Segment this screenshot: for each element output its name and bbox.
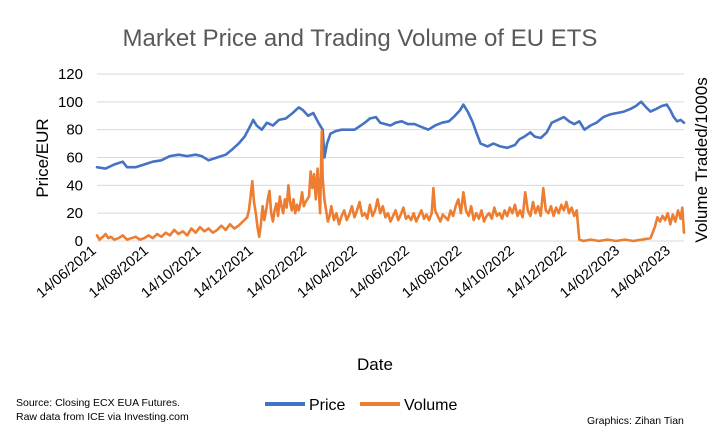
y-tick-label: 20 (66, 205, 83, 222)
source-line-2: Raw data from ICE via Investing.com (16, 411, 189, 423)
series-layer (95, 100, 686, 243)
x-tick-labels: 14/06/202114/08/202114/10/202114/12/2021… (34, 243, 674, 302)
legend-volume-label: Volume (404, 397, 457, 414)
series-line-price (95, 100, 686, 170)
grid-layer (97, 73, 684, 242)
y-axis-label: Price/EUR (33, 118, 52, 197)
y-tick-label: 80 (66, 122, 83, 139)
y-tick-label: 120 (58, 66, 83, 83)
legend-price-label: Price (309, 397, 346, 414)
series-line-volume (95, 129, 686, 243)
graphics-credit: Graphics: Zihan Tian (587, 415, 684, 427)
y2-axis-label: Volume Traded/1000s (692, 77, 711, 242)
y-tick-label: 60 (66, 150, 83, 167)
y-tick-labels: 0 20 40 60 80 100 120 (58, 66, 83, 250)
y-tick-label: 40 (66, 177, 83, 194)
source-line-1: Source: Closing ECX EUA Futures. (16, 397, 180, 409)
legend: Price Volume (265, 397, 457, 414)
y-tick-label: 100 (58, 94, 83, 111)
y-tick-label: 0 (75, 233, 83, 250)
x-axis-label: Date (357, 355, 393, 374)
chart-title: Market Price and Trading Volume of EU ET… (123, 25, 598, 52)
